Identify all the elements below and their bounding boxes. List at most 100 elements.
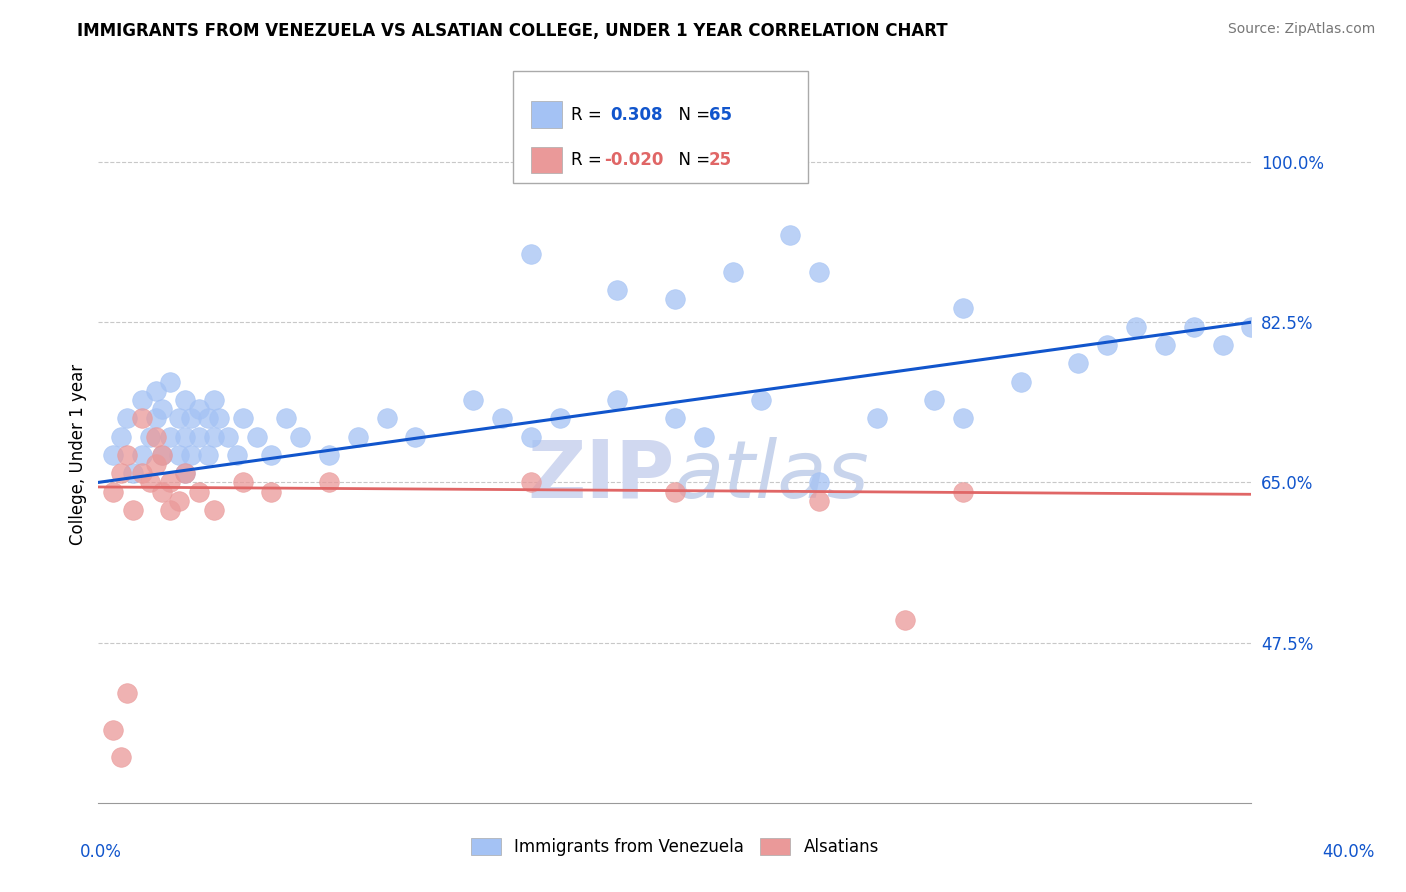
Point (606, 283, 628, 297)
Text: R =: R = (571, 106, 612, 124)
Point (180, 448, 202, 462)
Point (131, 411, 153, 425)
Point (202, 392, 225, 407)
Point (924, 392, 946, 407)
Point (180, 411, 202, 425)
Point (202, 429, 225, 443)
Point (122, 467, 145, 481)
Point (520, 429, 543, 443)
Point (174, 467, 197, 481)
Point (1154, 338, 1177, 352)
Point (101, 723, 124, 737)
Point (159, 375, 181, 389)
Point (117, 686, 139, 700)
Text: 0.0%: 0.0% (80, 843, 122, 861)
Point (159, 503, 181, 517)
Legend: Immigrants from Venezuela, Alsatians: Immigrants from Venezuela, Alsatians (463, 830, 887, 864)
Point (952, 411, 974, 425)
Text: -0.020: -0.020 (605, 151, 664, 169)
Point (808, 493, 831, 508)
Text: Source: ZipAtlas.com: Source: ZipAtlas.com (1227, 22, 1375, 37)
Point (664, 484, 686, 499)
Point (346, 429, 368, 443)
Point (1182, 319, 1205, 334)
Point (1067, 356, 1090, 370)
Point (150, 484, 173, 499)
Point (461, 392, 484, 407)
Point (274, 411, 297, 425)
Point (1010, 375, 1032, 389)
Point (150, 402, 173, 417)
Point (664, 411, 686, 425)
Point (188, 429, 211, 443)
Point (159, 429, 181, 443)
Point (110, 467, 132, 481)
Point (606, 392, 628, 407)
Point (145, 429, 167, 443)
Point (520, 475, 543, 490)
Point (150, 448, 173, 462)
Point (174, 467, 197, 481)
Point (231, 411, 254, 425)
Text: 65: 65 (709, 106, 731, 124)
Point (101, 448, 124, 462)
Point (202, 503, 225, 517)
Point (217, 429, 239, 443)
Point (150, 448, 173, 462)
Point (290, 429, 312, 443)
Point (131, 392, 153, 407)
Point (101, 484, 124, 499)
Y-axis label: College, Under 1 year: College, Under 1 year (69, 364, 87, 546)
Point (110, 429, 132, 443)
Point (110, 750, 132, 764)
Point (117, 448, 139, 462)
Text: ZIP: ZIP (527, 437, 675, 515)
Point (139, 475, 162, 490)
Point (721, 265, 744, 279)
Text: N =: N = (668, 151, 716, 169)
Point (318, 475, 340, 490)
Point (405, 429, 427, 443)
Point (491, 411, 513, 425)
Point (174, 429, 197, 443)
Point (246, 429, 269, 443)
Point (145, 384, 167, 398)
Point (188, 402, 211, 417)
Point (145, 457, 167, 471)
Point (1212, 338, 1234, 352)
Text: IMMIGRANTS FROM VENEZUELA VS ALSATIAN COLLEGE, UNDER 1 YEAR CORRELATION CHART: IMMIGRANTS FROM VENEZUELA VS ALSATIAN CO… (77, 22, 948, 40)
Point (779, 228, 801, 243)
Point (808, 265, 831, 279)
Point (208, 411, 231, 425)
Point (894, 613, 917, 627)
Point (1097, 338, 1119, 352)
Point (122, 503, 145, 517)
Text: N =: N = (668, 106, 716, 124)
Point (1125, 319, 1147, 334)
Point (174, 392, 197, 407)
Point (139, 429, 162, 443)
Point (117, 411, 139, 425)
Point (197, 448, 219, 462)
Point (548, 411, 571, 425)
Point (260, 448, 283, 462)
Point (131, 448, 153, 462)
Text: R =: R = (571, 151, 607, 169)
Point (260, 484, 283, 499)
Point (131, 467, 153, 481)
Point (159, 475, 181, 490)
Point (866, 411, 889, 425)
Point (145, 411, 167, 425)
Text: atlas: atlas (675, 437, 870, 515)
Point (231, 475, 254, 490)
Point (808, 475, 831, 490)
Point (167, 493, 190, 508)
Text: 25: 25 (709, 151, 731, 169)
Point (188, 484, 211, 499)
Point (197, 411, 219, 425)
Point (693, 429, 716, 443)
Point (751, 392, 773, 407)
Point (318, 448, 340, 462)
Point (952, 301, 974, 316)
Point (225, 448, 247, 462)
